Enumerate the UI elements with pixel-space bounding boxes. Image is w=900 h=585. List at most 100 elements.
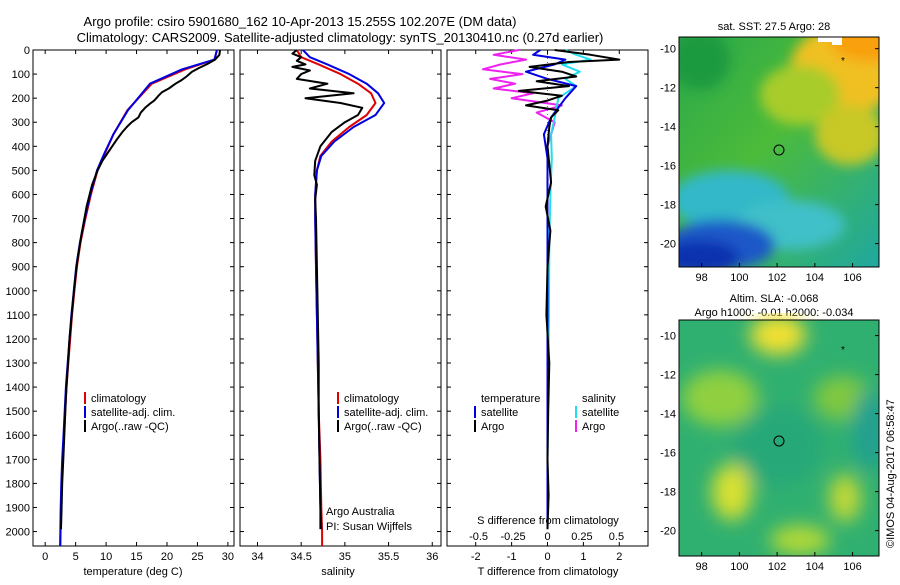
y-tick-label: 800 (12, 238, 30, 250)
map-y-tick-label: -14 (660, 122, 676, 134)
x-tick-label: 1 (580, 551, 586, 563)
previous-position-marker: * (841, 56, 845, 67)
x-tick-label: 10 (100, 551, 112, 563)
argo-location-marker (773, 144, 785, 156)
argo-location-marker (773, 435, 785, 447)
series-line-temperature-argo (517, 49, 621, 530)
sla-map-title-line1: Altim. SLA: -0.068 (730, 293, 819, 305)
y-tick-label: 1800 (6, 478, 30, 490)
y-tick-label: 1400 (6, 382, 30, 394)
map-x-tick-label: 100 (730, 272, 748, 284)
sst-map (679, 37, 879, 267)
x2-tick-label: 0.25 (571, 531, 592, 543)
sst-mild-patch (815, 105, 879, 165)
x-tick-label: 35.5 (378, 551, 399, 563)
sst-cloud-gap (832, 41, 842, 45)
x-tick-label: 20 (161, 551, 173, 563)
series-line-argo-raw-qc- (60, 49, 221, 530)
sla-map (679, 315, 879, 556)
x-tick-label: -1 (507, 551, 517, 563)
x2-tick-label: 0.5 (609, 531, 624, 543)
x-tick-label: 15 (130, 551, 142, 563)
legend-label-satellite: satellite-adj. clim. (91, 407, 175, 419)
header-title-line1: Argo profile: csiro 5901680_162 10-Apr-2… (84, 14, 517, 29)
x-tick-label: 0 (544, 551, 550, 563)
y-tick-label: 1900 (6, 502, 30, 514)
sst-mild-patch (760, 65, 840, 125)
x-tick-label: 2 (616, 551, 622, 563)
sst-hot-patch (830, 37, 879, 62)
depth-axis: 0 100 200 300 400 500 600 700 800 900 1000 1100 1200… (6, 45, 648, 539)
temperature-legend: climatology satellite-adj. clim. Argo(..… (84, 392, 175, 433)
sst-map-title: sat. SST: 27.5 Argo: 28 (718, 21, 831, 33)
x-tick-label: 30 (222, 551, 234, 563)
y-tick-label: 100 (12, 69, 30, 81)
y-tick-label: 700 (12, 214, 30, 226)
difference-xlabel-t: T difference from climatology (478, 566, 619, 578)
map-y-tick-label: -12 (660, 370, 676, 382)
map-x-tick-label: 100 (730, 561, 748, 573)
y-tick-label: 1200 (6, 334, 30, 346)
y-tick-label: 1100 (6, 310, 30, 322)
x2-tick-label: 0 (544, 531, 550, 543)
difference-xlabel-s: S difference from climatology (477, 515, 619, 527)
x-tick-label: -2 (471, 551, 481, 563)
map-y-tick-label: -12 (660, 83, 676, 95)
map-y-tick-label: -10 (660, 44, 676, 56)
temperature-xlabel: temperature (deg C) (83, 566, 182, 578)
map-y-tick-label: -20 (660, 526, 676, 538)
x2-tick-label: -0.5 (469, 531, 488, 543)
x-tick-label: 0 (42, 551, 48, 563)
y-tick-label: 1600 (6, 430, 30, 442)
difference-plot: -2 -1 0 1 2 -0.5 -0.25 0 0.25 0.5 (469, 49, 624, 563)
y-tick-label: 1700 (6, 454, 30, 466)
series-line-satellite-adj-clim- (302, 49, 386, 530)
y-tick-label: 2000 (6, 527, 30, 539)
salinity-plot: 34 34.5 35 35.5 36 (251, 49, 438, 563)
series-line-salinity-satellite (546, 49, 592, 530)
previous-position-marker: * (841, 345, 845, 356)
map-y-tick-label: -18 (660, 487, 676, 499)
salinity-xlabel: salinity (321, 566, 355, 578)
sst-green-patch (679, 37, 730, 90)
salinity-legend: climatology satellite-adj. clim. Argo(..… (326, 392, 428, 533)
sla-high-patch (770, 525, 830, 555)
legend-group-temperature: temperature (481, 393, 540, 405)
legend-label-argo: Argo(..raw -QC) (344, 421, 422, 433)
sla-high-patch (712, 464, 752, 520)
sla-map-title-line2: Argo h1000: -0.01 h2000: -0.034 (694, 307, 853, 319)
map-y-tick-label: -16 (660, 161, 676, 173)
sla-high-patch (829, 474, 861, 522)
imos-credit: ©IMOS 04-Aug-2017 06:58:47 (885, 399, 897, 548)
map-axes: 98 100 102 104 106 -10 -12 -14 -16 -18 -20 98 100 102… (660, 44, 879, 573)
legend-label-temp-satellite: satellite (481, 407, 518, 419)
x2-tick-label: -0.25 (501, 531, 526, 543)
y-tick-label: 400 (12, 141, 30, 153)
sla-high-patch (750, 315, 806, 355)
sla-low-patch (852, 390, 879, 470)
y-tick-label: 1000 (6, 286, 30, 298)
legend-label-argo: Argo(..raw -QC) (91, 421, 169, 433)
sst-cloud-gap (818, 37, 842, 42)
map-y-tick-label: -10 (660, 331, 676, 343)
x-tick-label: 34.5 (290, 551, 311, 563)
map-x-tick-label: 104 (806, 561, 824, 573)
pi-annotation: PI: Susan Wijffels (326, 521, 412, 533)
map-x-tick-label: 98 (696, 272, 708, 284)
y-tick-label: 300 (12, 117, 30, 129)
map-y-tick-label: -16 (660, 448, 676, 460)
sst-map-frame (678, 36, 880, 268)
map-x-tick-label: 102 (768, 272, 786, 284)
legend-label-sal-argo: Argo (582, 421, 605, 433)
map-x-tick-label: 106 (843, 561, 861, 573)
series-line-argo-raw-qc- (291, 49, 364, 530)
x-tick-label: 5 (73, 551, 79, 563)
y-tick-label: 600 (12, 189, 30, 201)
map-y-tick-label: -20 (660, 239, 676, 251)
map-x-tick-label: 106 (843, 272, 861, 284)
map-x-tick-label: 98 (696, 561, 708, 573)
y-tick-label: 0 (24, 45, 30, 57)
x-tick-label: 36 (426, 551, 438, 563)
